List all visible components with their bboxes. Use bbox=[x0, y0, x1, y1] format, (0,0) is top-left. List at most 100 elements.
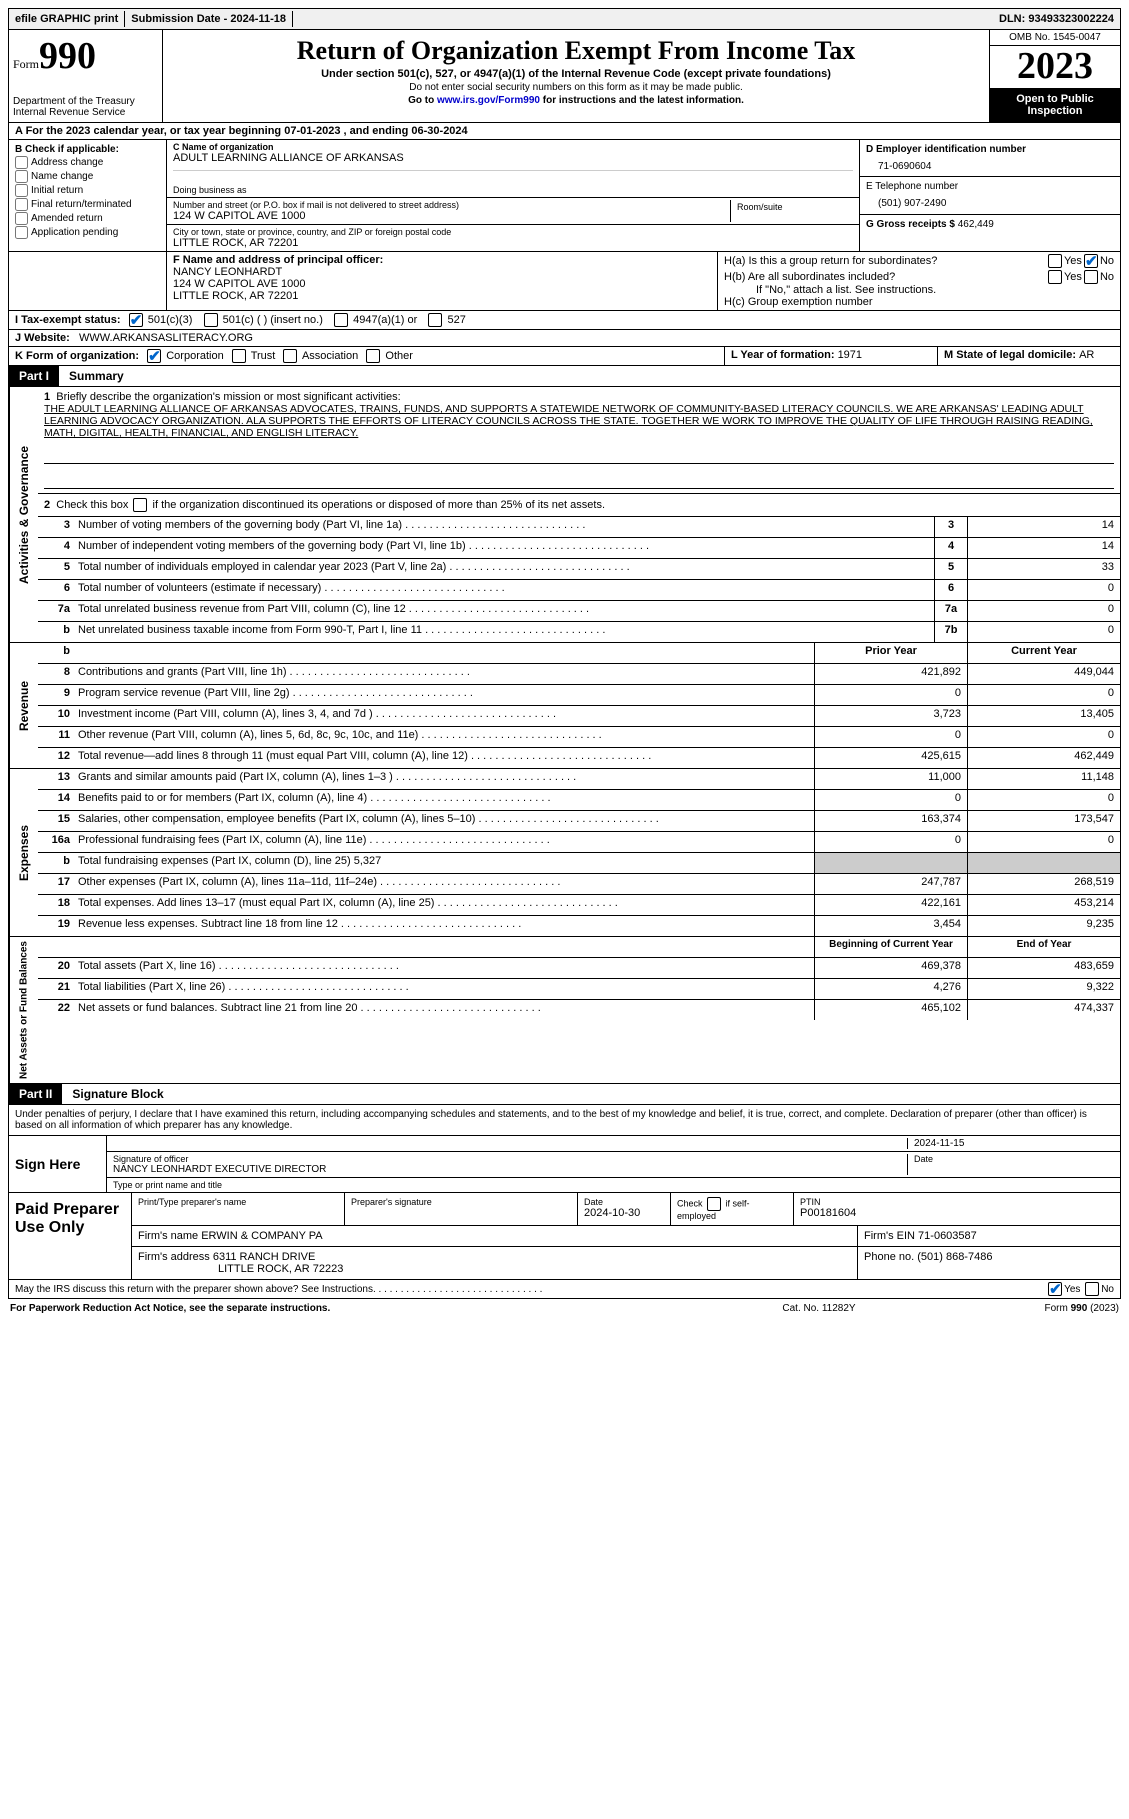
section-bcdeg: B Check if applicable: Address change Na… bbox=[8, 140, 1121, 252]
hc-label: H(c) Group exemption number bbox=[724, 296, 1114, 308]
paperwork-notice: For Paperwork Reduction Act Notice, see … bbox=[10, 1303, 719, 1314]
state-domicile: AR bbox=[1079, 349, 1094, 361]
table-row: 5Total number of individuals employed in… bbox=[38, 559, 1120, 580]
efile-label: efile GRAPHIC print bbox=[9, 11, 125, 27]
sign-here-label: Sign Here bbox=[9, 1136, 107, 1192]
cat-no: Cat. No. 11282Y bbox=[719, 1303, 919, 1314]
row-klm: K Form of organization: Corporation Trus… bbox=[8, 347, 1121, 366]
col-c-org: C Name of organization ADULT LEARNING AL… bbox=[167, 140, 859, 251]
firm-name: ERWIN & COMPANY PA bbox=[201, 1230, 322, 1242]
sign-date: 2024-11-15 bbox=[907, 1138, 1114, 1149]
table-row: 7aTotal unrelated business revenue from … bbox=[38, 601, 1120, 622]
ha-yes[interactable] bbox=[1048, 254, 1062, 268]
top-bar: efile GRAPHIC print Submission Date - 20… bbox=[8, 8, 1121, 30]
chk-address-change[interactable]: Address change bbox=[15, 156, 160, 169]
dept-irs: Internal Revenue Service bbox=[13, 107, 158, 118]
revenue-section: Revenue b Prior Year Current Year 8Contr… bbox=[8, 643, 1121, 769]
chk-self-employed[interactable] bbox=[707, 1197, 721, 1211]
section-fh: F Name and address of principal officer:… bbox=[8, 252, 1121, 311]
ptin: P00181604 bbox=[800, 1207, 1114, 1219]
gross-receipts: 462,449 bbox=[958, 219, 994, 230]
side-activities: Activities & Governance bbox=[9, 387, 38, 642]
chk-trust[interactable] bbox=[232, 349, 246, 363]
table-row: 18Total expenses. Add lines 13–17 (must … bbox=[38, 895, 1120, 916]
org-city: LITTLE ROCK, AR 72201 bbox=[173, 237, 853, 249]
hb-no[interactable] bbox=[1084, 270, 1098, 284]
firm-phone: (501) 868-7486 bbox=[917, 1251, 992, 1263]
chk-other[interactable] bbox=[366, 349, 380, 363]
table-row: 14Benefits paid to or for members (Part … bbox=[38, 790, 1120, 811]
omb-number: OMB No. 1545-0047 bbox=[990, 30, 1120, 46]
activities-governance-section: Activities & Governance 1 Briefly descri… bbox=[8, 387, 1121, 643]
phone: (501) 907-2490 bbox=[866, 192, 1114, 209]
table-row: 9Program service revenue (Part VIII, lin… bbox=[38, 685, 1120, 706]
netassets-header-row: Beginning of Current Year End of Year bbox=[38, 937, 1120, 958]
chk-501c3[interactable] bbox=[129, 313, 143, 327]
firm-ein: 71-0603587 bbox=[918, 1230, 977, 1242]
expenses-section: Expenses 13Grants and similar amounts pa… bbox=[8, 769, 1121, 937]
table-row: bNet unrelated business taxable income f… bbox=[38, 622, 1120, 642]
side-expenses: Expenses bbox=[9, 769, 38, 936]
declaration: Under penalties of perjury, I declare th… bbox=[8, 1105, 1121, 1136]
officer-name: NANCY LEONHARDT bbox=[173, 266, 711, 278]
table-row: 16aProfessional fundraising fees (Part I… bbox=[38, 832, 1120, 853]
instructions-note: Go to www.irs.gov/Form990 for instructio… bbox=[171, 95, 981, 106]
org-name: ADULT LEARNING ALLIANCE OF ARKANSAS bbox=[173, 152, 853, 164]
tax-year: 2023 bbox=[990, 46, 1120, 89]
hb-label: H(b) Are all subordinates included? bbox=[724, 271, 1046, 283]
part2-header: Part II Signature Block bbox=[8, 1084, 1121, 1105]
discuss-yes[interactable] bbox=[1048, 1282, 1062, 1296]
table-row: 22Net assets or fund balances. Subtract … bbox=[38, 1000, 1120, 1020]
open-inspection: Open to Public Inspection bbox=[990, 89, 1120, 122]
chk-application-pending[interactable]: Application pending bbox=[15, 226, 160, 239]
discuss-no[interactable] bbox=[1085, 1282, 1099, 1296]
chk-name-change[interactable]: Name change bbox=[15, 170, 160, 183]
side-revenue: Revenue bbox=[9, 643, 38, 768]
table-row: 10Investment income (Part VIII, column (… bbox=[38, 706, 1120, 727]
chk-assoc[interactable] bbox=[283, 349, 297, 363]
chk-amended[interactable]: Amended return bbox=[15, 212, 160, 225]
chk-501c[interactable] bbox=[204, 313, 218, 327]
website: WWW.ARKANSASLITERACY.ORG bbox=[79, 332, 253, 344]
ha-no[interactable] bbox=[1084, 254, 1098, 268]
chk-final-return[interactable]: Final return/terminated bbox=[15, 198, 160, 211]
year-formation: 1971 bbox=[838, 349, 862, 361]
row-a-tax-year: A For the 2023 calendar year, or tax yea… bbox=[8, 123, 1121, 140]
dba-label: Doing business as bbox=[173, 185, 853, 195]
sign-here-section: Sign Here 2024-11-15 Signature of office… bbox=[8, 1136, 1121, 1193]
table-row: bTotal fundraising expenses (Part IX, co… bbox=[38, 853, 1120, 874]
side-netassets: Net Assets or Fund Balances bbox=[9, 937, 38, 1083]
irs-link[interactable]: www.irs.gov/Form990 bbox=[437, 95, 540, 106]
chk-corp[interactable] bbox=[147, 349, 161, 363]
revenue-header-row: b Prior Year Current Year bbox=[38, 643, 1120, 664]
table-row: 6Total number of volunteers (estimate if… bbox=[38, 580, 1120, 601]
table-row: 4Number of independent voting members of… bbox=[38, 538, 1120, 559]
chk-527[interactable] bbox=[428, 313, 442, 327]
paid-preparer-section: Paid Preparer Use Only Print/Type prepar… bbox=[8, 1193, 1121, 1280]
header-center: Return of Organization Exempt From Incom… bbox=[163, 30, 989, 122]
ha-label: H(a) Is this a group return for subordin… bbox=[724, 255, 1046, 267]
submission-cell: Submission Date - 2024-11-18 bbox=[125, 11, 293, 27]
form-footer: Form 990 (2023) bbox=[919, 1303, 1119, 1314]
dept-treasury: Department of the Treasury bbox=[13, 96, 158, 107]
firm-address: LITTLE ROCK, AR 72223 bbox=[138, 1263, 851, 1275]
table-row: 21Total liabilities (Part X, line 26)4,2… bbox=[38, 979, 1120, 1000]
table-row: 19Revenue less expenses. Subtract line 1… bbox=[38, 916, 1120, 936]
col-b-checkboxes: B Check if applicable: Address change Na… bbox=[9, 140, 167, 251]
chk-initial-return[interactable]: Initial return bbox=[15, 184, 160, 197]
hb-note: If "No," attach a list. See instructions… bbox=[724, 284, 1114, 296]
table-row: 3Number of voting members of the governi… bbox=[38, 517, 1120, 538]
bottom-line: For Paperwork Reduction Act Notice, see … bbox=[8, 1299, 1121, 1318]
chk-discontinued[interactable] bbox=[133, 498, 147, 512]
header-left: Form990 Department of the Treasury Inter… bbox=[9, 30, 163, 122]
chk-4947[interactable] bbox=[334, 313, 348, 327]
table-row: 8Contributions and grants (Part VIII, li… bbox=[38, 664, 1120, 685]
table-row: 15Salaries, other compensation, employee… bbox=[38, 811, 1120, 832]
form-header: Form990 Department of the Treasury Inter… bbox=[8, 30, 1121, 123]
table-row: 20Total assets (Part X, line 16)469,3784… bbox=[38, 958, 1120, 979]
org-address: 124 W CAPITOL AVE 1000 bbox=[173, 210, 730, 222]
net-assets-section: Net Assets or Fund Balances Beginning of… bbox=[8, 937, 1121, 1084]
row-j: J Website: WWW.ARKANSASLITERACY.ORG bbox=[8, 330, 1121, 347]
hb-yes[interactable] bbox=[1048, 270, 1062, 284]
discuss-row: May the IRS discuss this return with the… bbox=[8, 1280, 1121, 1299]
